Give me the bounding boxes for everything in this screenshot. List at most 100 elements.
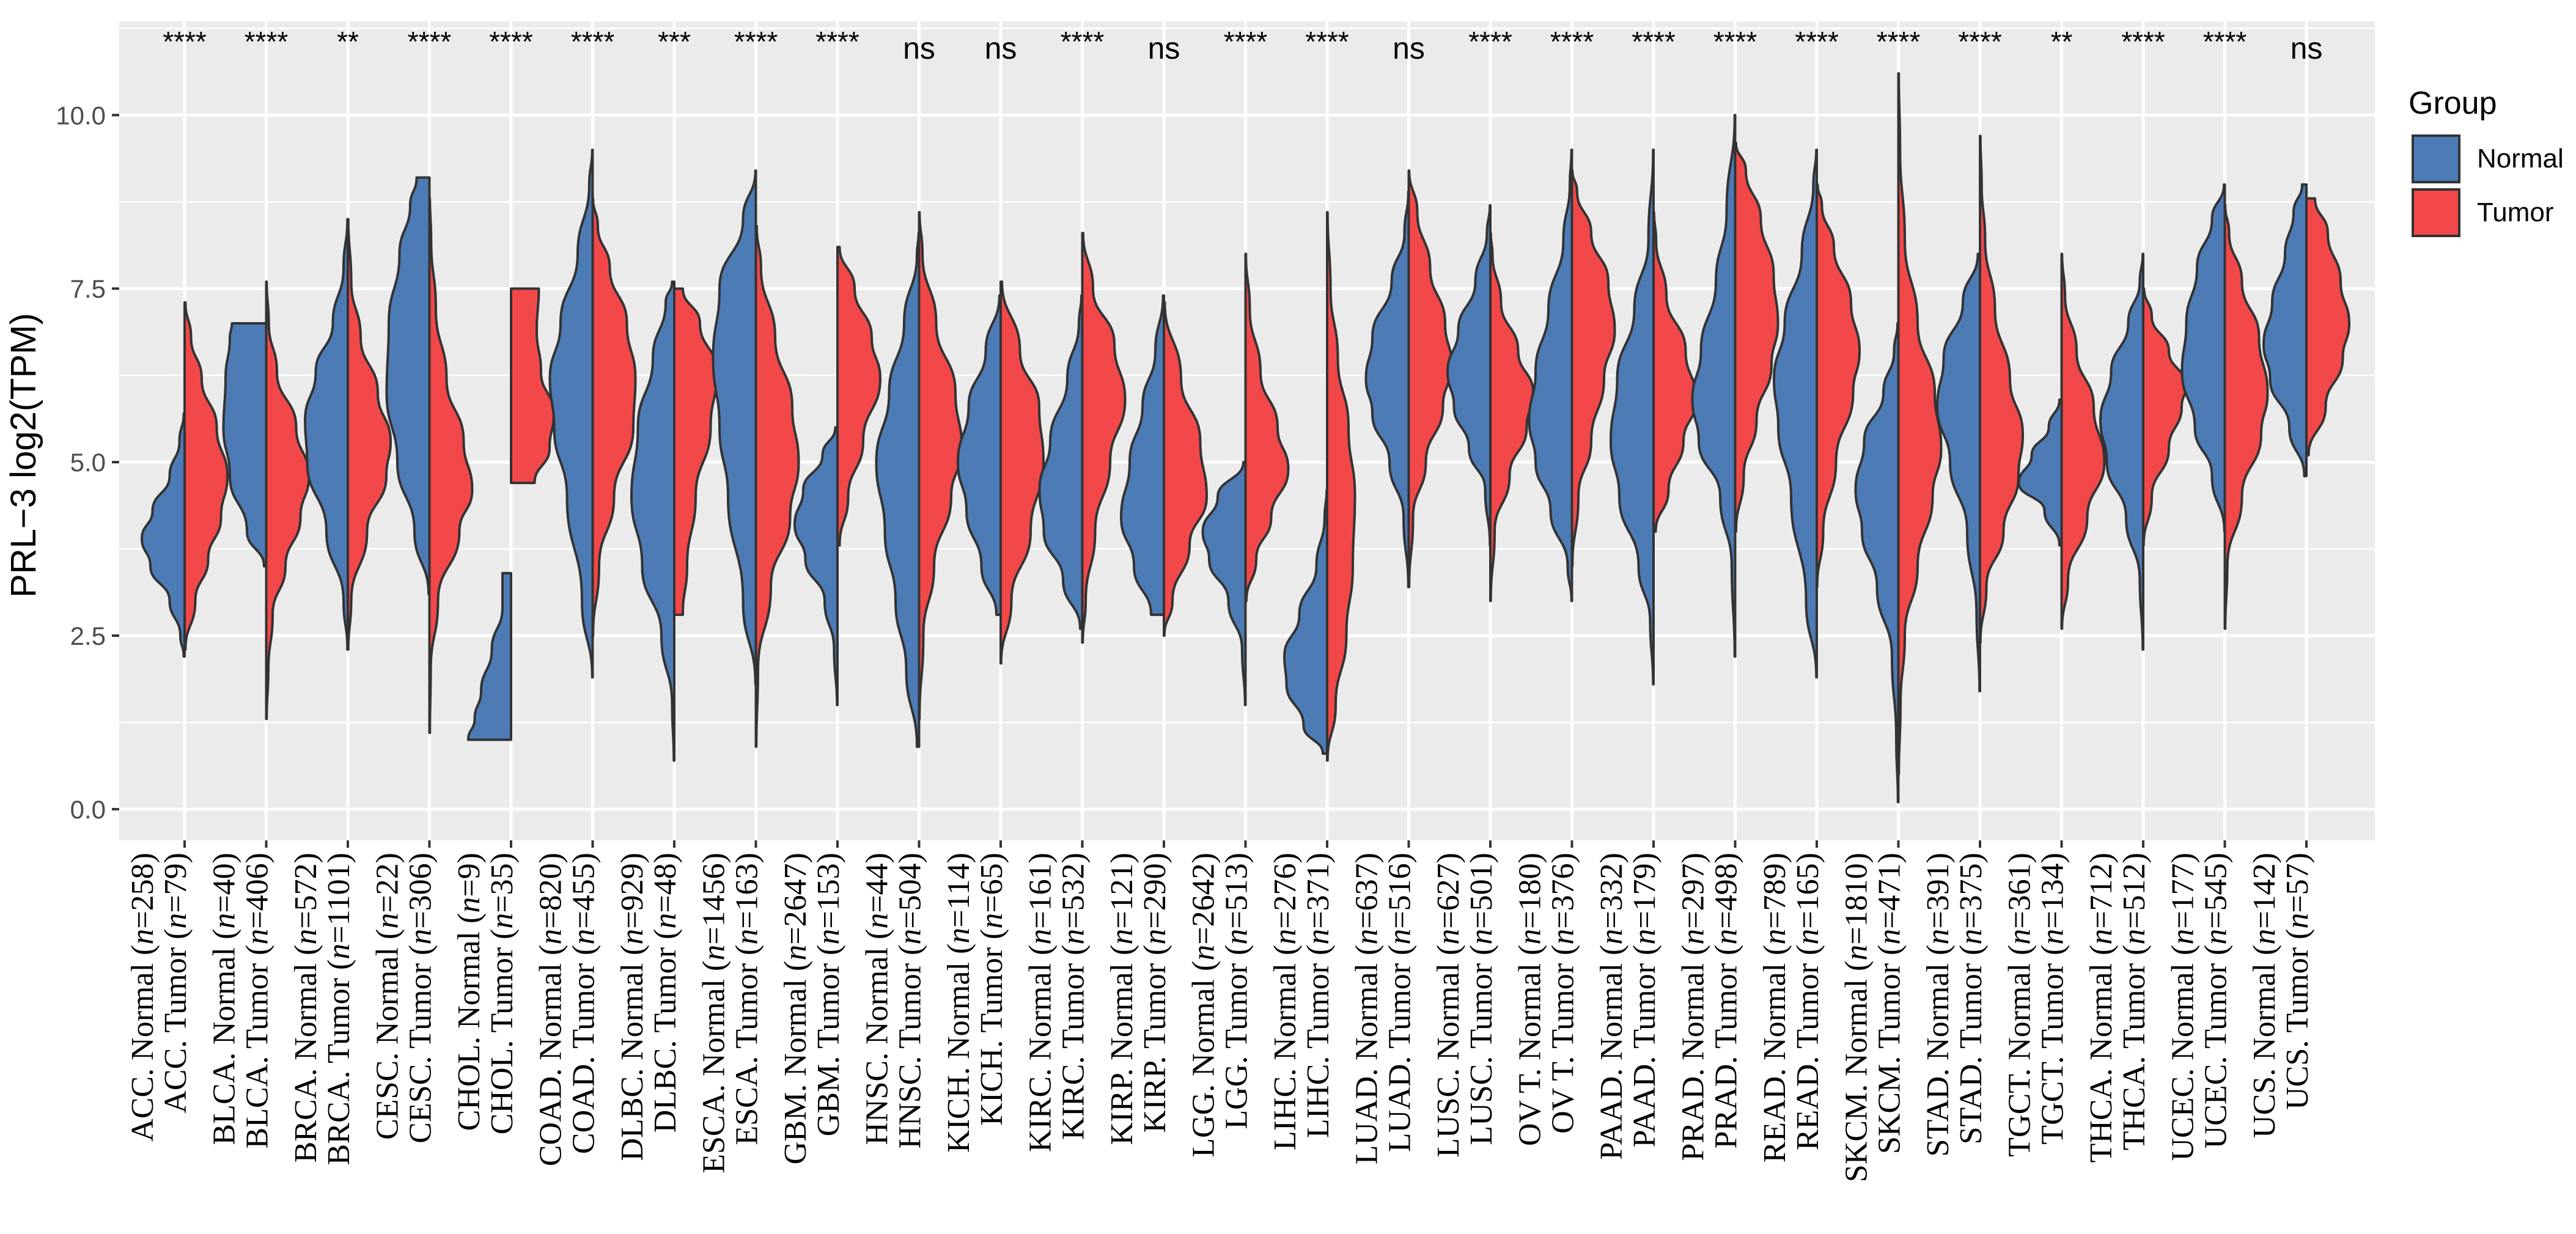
violins <box>141 72 2350 804</box>
violin-half-normal <box>2180 183 2226 533</box>
violin-read <box>1773 149 1861 679</box>
violin-half-tumor <box>1734 141 1779 533</box>
violin-half-tumor <box>1081 232 1127 644</box>
x-tick-label: HNSC. Normal (n=44) <box>860 853 895 1145</box>
significance-label: **** <box>489 26 533 57</box>
violin-half-tumor <box>1326 211 1356 762</box>
significance-label: **** <box>408 26 452 57</box>
violin-acc <box>141 301 229 658</box>
significance-label: **** <box>1632 26 1676 57</box>
significance-label: **** <box>1958 26 2002 57</box>
x-tick-label: CHOL. Tumor (n=35) <box>485 853 520 1134</box>
significance-label: **** <box>571 26 615 57</box>
violin-esca <box>712 169 800 748</box>
x-tick-label: LUAD. Normal (n=637) <box>1350 853 1385 1164</box>
x-tick-label: PAAD. Normal (n=332) <box>1594 853 1629 1160</box>
violin-half-normal <box>1610 149 1655 686</box>
violin-half-tumor <box>510 287 555 485</box>
significance-label: **** <box>245 26 289 57</box>
significance-label: **** <box>1550 26 1594 57</box>
significance-label: *** <box>658 26 691 57</box>
y-axis-title: PRL−3 log2(TPM) <box>4 313 43 598</box>
x-tick-label: READ. Tumor (n=165) <box>1790 853 1825 1150</box>
violin-half-normal <box>141 412 186 658</box>
violin-half-normal <box>304 218 349 651</box>
x-tick-label: UCEC. Tumor (n=545) <box>2199 853 2234 1148</box>
x-tick-label: PRAD. Normal (n=297) <box>1676 853 1711 1161</box>
violin-dlbc <box>630 280 718 762</box>
legend-swatch <box>2412 188 2460 237</box>
x-tick-label: STAD. Normal (n=391) <box>1921 853 1956 1156</box>
x-tick-label: PRAD. Tumor (n=498) <box>1709 853 1744 1148</box>
significance-label: ns <box>985 31 1017 65</box>
violin-half-tumor <box>428 197 474 734</box>
significance-label: **** <box>1468 26 1512 57</box>
x-tick-label: LUAD. Tumor (n=516) <box>1383 853 1418 1152</box>
significance-label: **** <box>734 26 778 57</box>
x-tick-label: UCS. Tumor (n=57) <box>2280 853 2315 1110</box>
violin-half-tumor <box>1163 301 1208 637</box>
legend-title: Group <box>2409 86 2497 121</box>
y-tick-label: 7.5 <box>70 274 106 303</box>
x-tick-label: OV T. Normal (n=180) <box>1513 853 1548 1146</box>
violin-half-tumor <box>2305 197 2350 457</box>
significance-label: **** <box>1224 26 1268 57</box>
violin-half-tumor <box>347 218 392 651</box>
y-axis: 0.0 2.5 5.0 7.5 10.0 <box>56 101 119 824</box>
violin-ucec <box>2180 183 2269 630</box>
x-tick-label: DLBC. Normal (n=929) <box>615 853 650 1161</box>
x-tick-label: SKCM. Tumor (n=471) <box>1872 853 1907 1154</box>
y-tick-label: 0.0 <box>70 795 106 824</box>
significance-label: **** <box>163 26 207 57</box>
violin-half-tumor <box>1570 169 1616 568</box>
y-tick-label: 10.0 <box>56 101 106 130</box>
y-tick-label: 5.0 <box>70 448 106 477</box>
legend-swatch <box>2412 134 2460 183</box>
violin-half-tumor <box>1244 252 1290 603</box>
violin-half-normal <box>2262 183 2308 477</box>
x-tick-label: COAD. Normal (n=820) <box>534 853 569 1166</box>
violin-half-tumor <box>836 246 881 547</box>
violin-half-tumor <box>2223 204 2269 630</box>
x-tick-label: PAAD. Tumor (n=179) <box>1627 853 1662 1148</box>
legend-item-tumor: Tumor <box>2412 188 2554 237</box>
significance-label: ns <box>1148 31 1180 65</box>
x-tick-label: CESC. Tumor (n=306) <box>403 853 438 1144</box>
y-tick-label: 2.5 <box>70 622 106 650</box>
significance-label: ns <box>2291 31 2323 65</box>
significance-label: ns <box>1393 31 1425 65</box>
x-tick-label: LUSC. Tumor (n=501) <box>1464 853 1499 1145</box>
violin-half-normal <box>875 232 921 748</box>
x-tick-label: UCS. Normal (n=142) <box>2247 853 2282 1138</box>
violin-half-normal <box>1773 149 1818 679</box>
significance-label: **** <box>2203 26 2247 57</box>
violin-chol <box>467 287 555 741</box>
violin-half-normal <box>548 149 594 679</box>
x-tick-label: ESCA. Normal (n=1456) <box>697 853 732 1173</box>
x-tick-label: BLCA. Tumor (n=406) <box>240 853 275 1148</box>
significance-labels: **** **** ** **** **** **** *** **** **** ns ns ***… <box>163 26 2322 65</box>
violin-half-normal <box>1201 461 1247 707</box>
legend-label: Normal <box>2477 144 2564 174</box>
x-tick-label: GBM. Tumor (n=153) <box>811 853 846 1136</box>
violin-half-normal <box>1528 149 1573 603</box>
significance-label: ns <box>903 31 935 65</box>
violin-blca <box>222 280 311 721</box>
x-tick-label: KIRP. Normal (n=121) <box>1105 853 1139 1145</box>
violin-skcm <box>1854 72 1943 804</box>
violin-half-tumor <box>591 197 637 637</box>
violin-half-normal <box>1691 114 1737 658</box>
x-tick-label: KIRP. Tumor (n=290) <box>1138 853 1172 1133</box>
x-tick-label: KICH. Tumor (n=65) <box>974 853 1009 1126</box>
violin-lihc <box>1283 211 1356 762</box>
x-tick-label: LIHC. Tumor (n=371) <box>1301 853 1336 1138</box>
violin-half-tumor <box>2142 287 2187 547</box>
violin-half-normal <box>1446 204 1492 547</box>
violin-half-tumor <box>999 280 1045 665</box>
x-tick-label: TGCT. Tumor (n=134) <box>2036 853 2070 1145</box>
x-tick-label: KIRC. Tumor (n=532) <box>1056 853 1091 1140</box>
x-tick-label: THCA. Tumor (n=512) <box>2117 853 2152 1150</box>
violin-half-normal <box>385 176 431 595</box>
